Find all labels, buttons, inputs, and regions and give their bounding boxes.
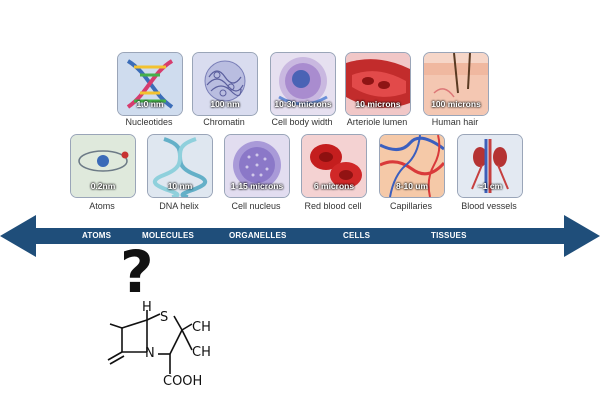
size-cell-body-width: 10-30 microns [274, 99, 332, 109]
tile-chromatin: 100 nm [192, 52, 258, 116]
capillaries-illustration [380, 135, 444, 197]
tile-human-hair: 100 microns [423, 52, 489, 116]
label-human-hair: Human hair [431, 117, 479, 127]
size-nucleotides: 1.0 nm [136, 99, 164, 109]
scale-label-atoms: ATOMS [82, 231, 112, 240]
scale-label-cells: CELLS [343, 231, 371, 240]
label-chromatin: Chromatin [203, 117, 245, 127]
tile-dna-helix: 10 nm [147, 134, 213, 198]
size-human-hair: 100 microns [431, 99, 481, 109]
cell-nucleus-illustration [225, 135, 289, 197]
atom-label-h: H [142, 300, 152, 315]
dna-helix-illustration [148, 135, 212, 197]
atom-label-ch-bottom: CH [192, 345, 211, 360]
tile-capillaries: 8-10 um [379, 134, 445, 198]
size-capillaries: 8-10 um [395, 181, 429, 191]
label-cell-nucleus: Cell nucleus [231, 201, 281, 211]
tile-atoms: 0.2nm [70, 134, 136, 198]
tile-red-blood-cell: 6 microns [301, 134, 367, 198]
tile-arteriole-lumen: 10 microns [345, 52, 411, 116]
cell-body-illustration [271, 53, 335, 115]
beta-lactam-structure [107, 310, 193, 374]
label-dna-helix: DNA helix [159, 201, 199, 211]
atom-label-n: N [145, 346, 155, 361]
size-arteriole-lumen: 10 microns [355, 99, 401, 109]
size-dna-helix: 10 nm [167, 181, 193, 191]
label-blood-vessels: Blood vessels [461, 201, 517, 211]
question-mark: ? [120, 238, 154, 306]
label-arteriole-lumen: Arteriole lumen [346, 117, 408, 127]
scale-label-molecules: MOLECULES [142, 231, 195, 240]
human-hair-illustration [424, 53, 488, 115]
atom-label-s: S [160, 310, 169, 325]
size-chromatin: 100 nm [210, 99, 240, 109]
label-atoms: Atoms [89, 201, 115, 211]
atom-label-ch-top: CH [192, 320, 211, 335]
blood-vessels-illustration [458, 135, 522, 197]
nucleotides-illustration [118, 53, 182, 115]
atom-illustration [71, 135, 135, 197]
red-blood-cell-illustration [302, 135, 366, 197]
tile-nucleotides: 1.0 nm [117, 52, 183, 116]
label-capillaries: Capillaries [389, 201, 433, 211]
tile-cell-nucleus: 1-15 microns [224, 134, 290, 198]
size-red-blood-cell: 6 microns [313, 181, 355, 191]
arteriole-illustration [346, 53, 410, 115]
label-cell-body-width: Cell body width [271, 117, 333, 127]
chromatin-illustration [193, 53, 257, 115]
scale-label-organelles: ORGANELLES [229, 231, 287, 240]
atom-label-cooh: COOH [163, 374, 203, 389]
size-atoms: 0.2nm [90, 181, 116, 191]
size-blood-vessels: ~1 cm [477, 181, 503, 191]
label-nucleotides: Nucleotides [125, 117, 173, 127]
tile-cell-body-width: 10-30 microns [270, 52, 336, 116]
size-cell-nucleus: 1-15 microns [230, 181, 284, 191]
tile-blood-vessels: ~1 cm [457, 134, 523, 198]
label-red-blood-cell: Red blood cell [304, 201, 362, 211]
scale-label-tissues: TISSUES [431, 231, 467, 240]
